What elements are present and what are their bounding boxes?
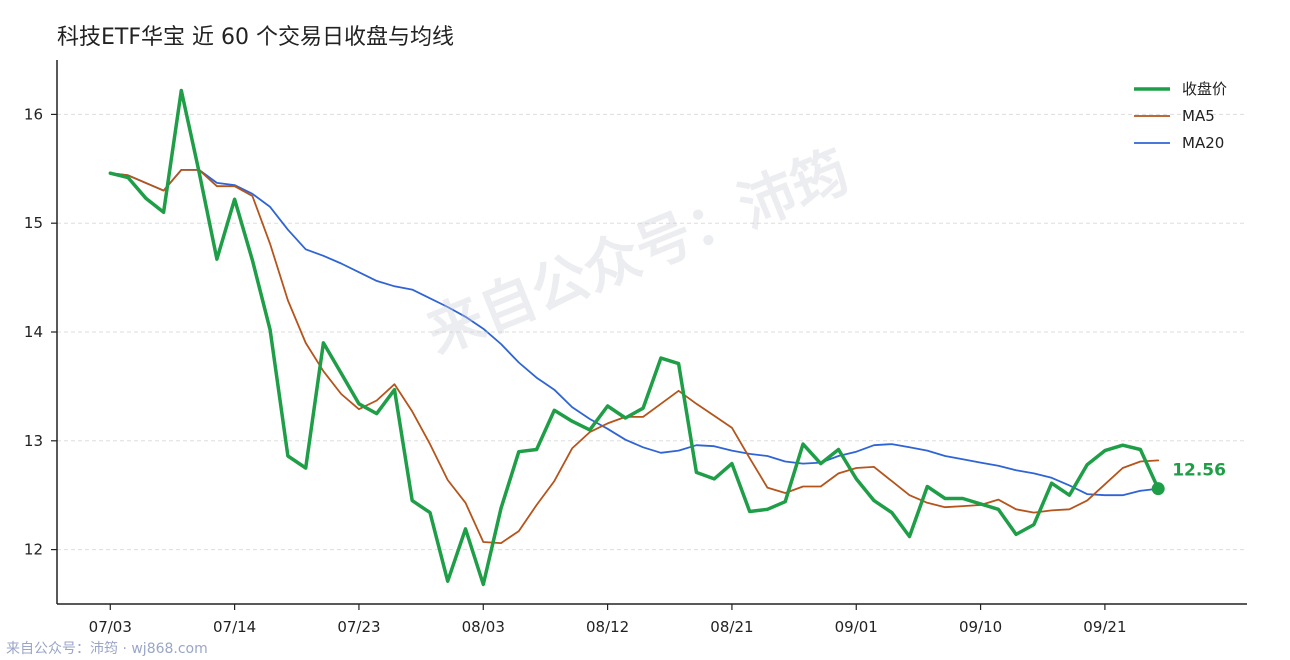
y-tick-label: 15 <box>24 214 43 232</box>
x-tick-label: 07/14 <box>213 618 256 636</box>
last-close-marker <box>1151 482 1165 496</box>
x-tick-label: 09/01 <box>835 618 878 636</box>
series-line-close <box>108 88 1160 587</box>
x-tick-label: 07/03 <box>89 618 132 636</box>
y-tick-label: 14 <box>24 323 43 341</box>
footer-credit: 来自公众号：沛筠 · wj868.com <box>6 640 208 657</box>
watermark: 来自公众号：沛筠 <box>418 139 858 367</box>
end-marker-group: 12.56 <box>1151 461 1226 496</box>
x-tick-label: 09/10 <box>959 618 1002 636</box>
series-line-ma20 <box>109 168 1160 497</box>
x-tick-label: 08/21 <box>710 618 753 636</box>
legend: 收盘价 MA5 MA20 <box>1134 80 1227 152</box>
chart-title: 科技ETF华宝 近 60 个交易日收盘与均线 <box>57 25 454 50</box>
grid <box>57 113 1247 551</box>
y-tick-label: 16 <box>24 105 43 123</box>
y-tick-label: 12 <box>24 541 43 559</box>
legend-label: MA20 <box>1182 134 1224 152</box>
last-close-label: 12.56 <box>1172 461 1226 481</box>
legend-label: MA5 <box>1182 107 1215 125</box>
ticks: 12 13 14 15 16 07/03 07/14 07/23 08/03 08/12 08/21… <box>24 105 1127 636</box>
legend-label: 收盘价 <box>1182 80 1227 98</box>
y-tick-label: 13 <box>24 432 43 450</box>
x-tick-label: 07/23 <box>337 618 380 636</box>
x-tick-label: 08/12 <box>586 618 629 636</box>
series-layer <box>108 88 1160 587</box>
x-tick-label: 09/21 <box>1083 618 1126 636</box>
x-tick-label: 08/03 <box>462 618 505 636</box>
